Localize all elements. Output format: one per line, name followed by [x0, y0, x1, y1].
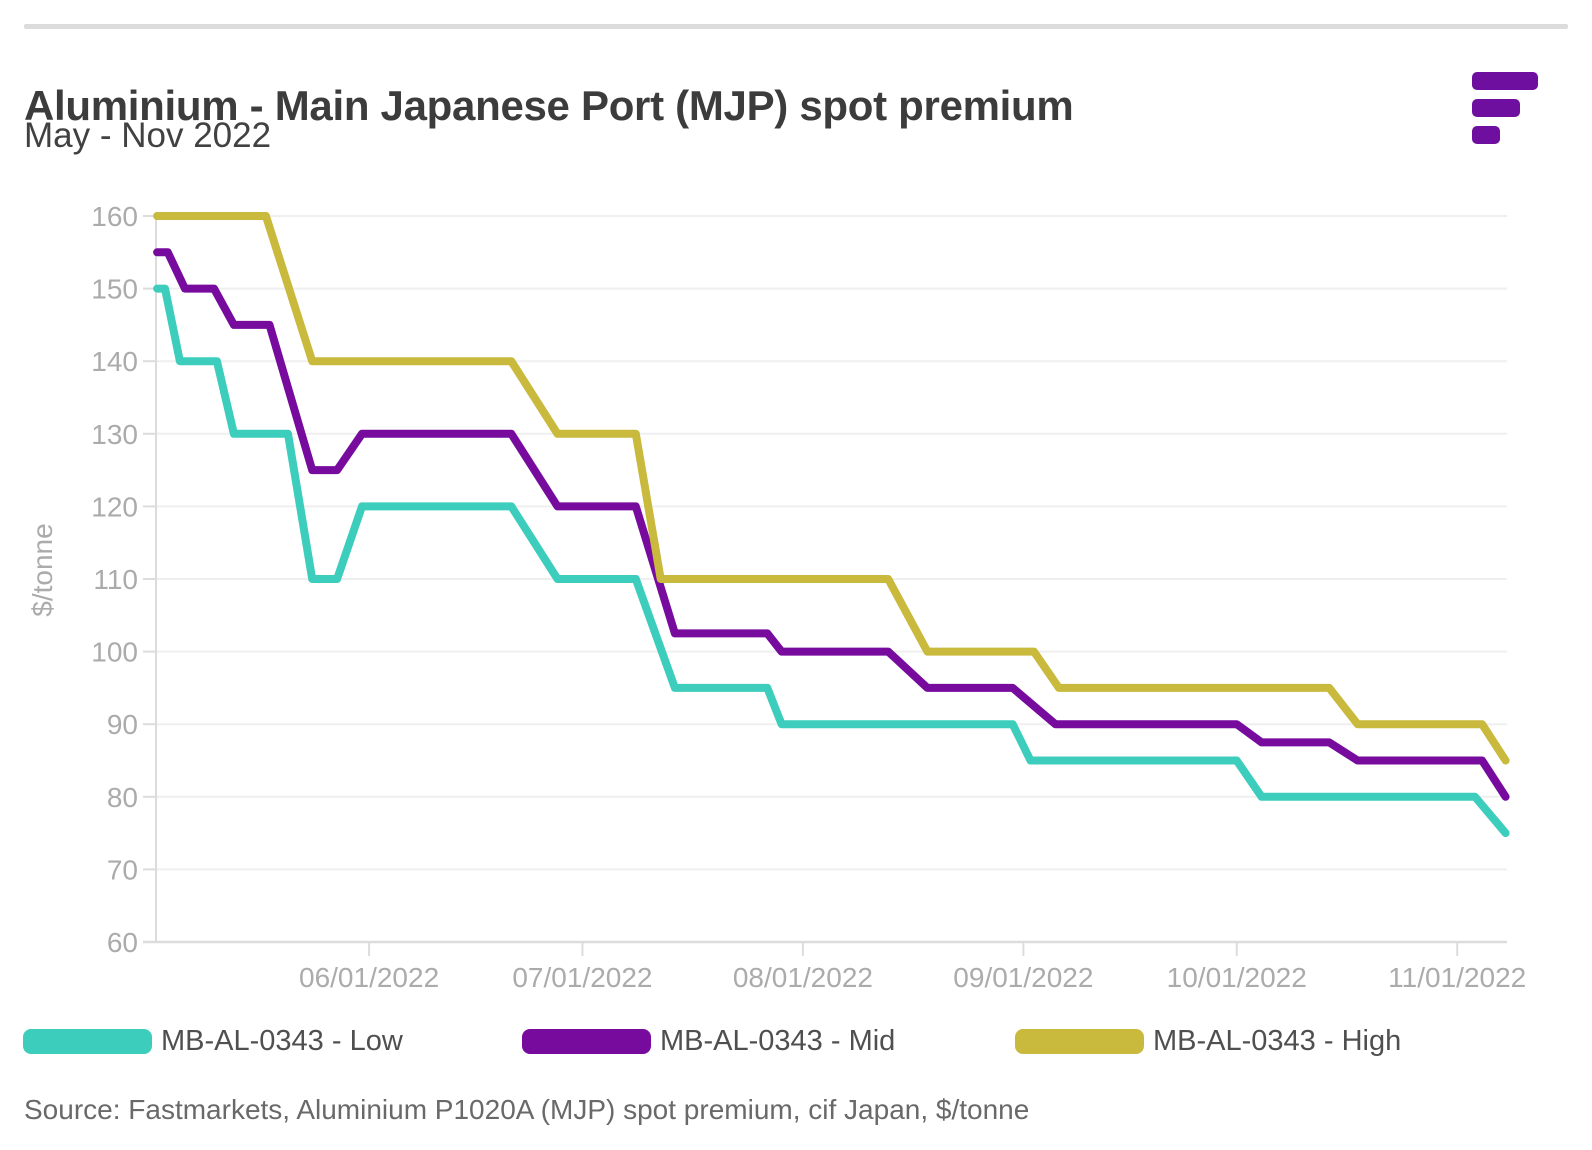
top-divider: [24, 24, 1568, 29]
svg-text:10/01/2022: 10/01/2022: [1167, 962, 1307, 993]
source-note: Source: Fastmarkets, Aluminium P1020A (M…: [24, 1094, 1030, 1125]
logo-bar-top: [1472, 72, 1538, 90]
page-title: Aluminium - Main Japanese Port (MJP) spo…: [24, 82, 1074, 130]
svg-text:70: 70: [107, 854, 138, 885]
svg-text:120: 120: [91, 491, 138, 522]
mid-series-swatch: [522, 1028, 651, 1054]
svg-text:09/01/2022: 09/01/2022: [953, 962, 1093, 993]
svg-text:130: 130: [91, 419, 138, 450]
svg-text:60: 60: [107, 927, 138, 958]
svg-text:160: 160: [91, 201, 138, 232]
low-series-swatch: [23, 1028, 152, 1054]
mjp-premium-line-chart: 60 70 80 90 100 110 120 130 140 150 160 06/01/2022 0…: [27, 201, 1526, 993]
legend-label-high: MB-AL-0343 - High: [1153, 1024, 1402, 1057]
svg-text:90: 90: [107, 709, 138, 740]
svg-text:07/01/2022: 07/01/2022: [512, 962, 652, 993]
svg-text:100: 100: [91, 637, 138, 668]
legend-label-low: MB-AL-0343 - Low: [161, 1024, 403, 1057]
chart-legend: MB-AL-0343 - Low MB-AL-0343 - Mid MB-AL-…: [0, 1024, 1592, 1064]
legend-item-mid: MB-AL-0343 - Mid: [522, 1024, 895, 1058]
svg-text:08/01/2022: 08/01/2022: [733, 962, 873, 993]
svg-text:$/tonne: $/tonne: [27, 523, 58, 616]
logo-bar-middle: [1472, 99, 1520, 117]
legend-item-low: MB-AL-0343 - Low: [23, 1024, 403, 1058]
page-subtitle: May - Nov 2022: [24, 116, 272, 155]
high-series-swatch: [1015, 1028, 1144, 1054]
svg-text:110: 110: [93, 564, 138, 595]
fastmarkets-logo-icon: [1472, 72, 1538, 153]
svg-text:80: 80: [107, 782, 138, 813]
svg-text:11/01/2022: 11/01/2022: [1388, 962, 1526, 993]
legend-item-high: MB-AL-0343 - High: [1015, 1024, 1401, 1058]
svg-text:150: 150: [91, 274, 138, 305]
legend-label-mid: MB-AL-0343 - Mid: [660, 1024, 896, 1057]
svg-text:140: 140: [91, 346, 138, 377]
svg-text:06/01/2022: 06/01/2022: [299, 962, 439, 993]
logo-bar-bottom: [1472, 126, 1500, 144]
